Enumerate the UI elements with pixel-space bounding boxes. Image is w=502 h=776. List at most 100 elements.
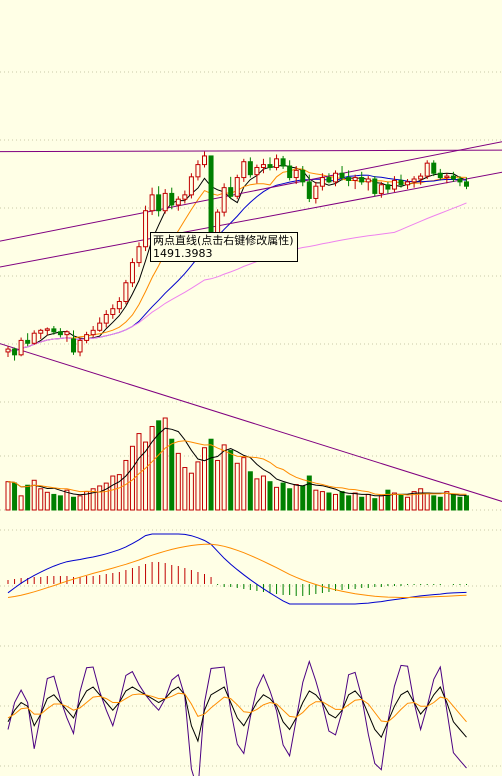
volume-bar (319, 491, 325, 511)
volume-bar (333, 493, 338, 511)
volume-bar (352, 492, 358, 511)
volume-bar (385, 489, 391, 511)
candle-body (228, 187, 234, 197)
volume-bar (110, 475, 116, 511)
candle-body (372, 178, 378, 194)
price-panel[interactable] (0, 138, 502, 507)
trendline-support (0, 171, 502, 268)
trendline-down (0, 343, 502, 502)
candle-body (18, 339, 24, 356)
candle-body (313, 185, 319, 199)
candle-body (169, 192, 175, 206)
candle-body (333, 172, 338, 183)
volume-bar (156, 420, 162, 511)
candle-body (247, 161, 253, 176)
volume-bar (247, 471, 253, 511)
volume-bar (437, 496, 443, 511)
volume-bar (306, 475, 312, 511)
candle-body (208, 155, 214, 241)
candle-body (254, 166, 260, 176)
kdj-panel[interactable] (7, 659, 467, 776)
volume-bar (149, 425, 155, 511)
candle-body (234, 177, 240, 197)
volume-bar (143, 441, 149, 511)
trendline-tooltip: 两点直线(点击右键修改属性) 1491.3983 (150, 232, 298, 262)
candle-body (129, 262, 135, 284)
candle-body (44, 328, 50, 331)
candle-body (136, 246, 142, 264)
volume-bar (287, 488, 293, 511)
volume-ma10-line (7, 440, 467, 496)
volume-bar (188, 472, 194, 511)
volume-bar (38, 488, 44, 511)
candle-body (123, 282, 129, 303)
volume-bar (300, 485, 306, 511)
volume-bar (71, 496, 76, 511)
candle-body (306, 181, 312, 199)
candle-body (385, 184, 391, 190)
candle-body (182, 194, 188, 200)
volume-bar (346, 495, 352, 511)
candle-body (5, 348, 11, 353)
candle-body (359, 177, 365, 183)
candle-body (149, 194, 155, 212)
volume-bar (464, 495, 469, 511)
volume-bar (339, 491, 345, 511)
candle-body (293, 169, 299, 179)
volume-bar (5, 481, 11, 511)
candle-body (267, 164, 273, 168)
volume-bar (31, 479, 37, 511)
candle-body (103, 313, 109, 324)
candle-body (162, 192, 168, 212)
candle-body (202, 155, 207, 166)
volume-bar (162, 417, 168, 511)
macd-dea-line (7, 543, 467, 598)
volume-bar (313, 489, 319, 511)
candle-body (260, 164, 266, 168)
candle-body (391, 179, 397, 190)
volume-bar (169, 438, 175, 511)
candle-body (175, 198, 181, 206)
candle-body (51, 328, 57, 333)
candle-body (346, 177, 352, 181)
candle-body (38, 329, 44, 334)
volume-bar (77, 495, 83, 511)
volume-bar (326, 492, 332, 511)
candle-body (287, 165, 293, 179)
candle-body (424, 162, 430, 177)
volume-panel[interactable] (5, 417, 469, 511)
candle-body (195, 164, 201, 178)
volume-bar (267, 481, 273, 511)
kdj-d-line (7, 692, 467, 723)
volume-bar (424, 492, 430, 511)
candle-body (378, 184, 384, 194)
volume-bar (431, 495, 437, 511)
volume-bar (398, 493, 404, 511)
candle-body (431, 162, 437, 174)
candle-body (339, 172, 345, 179)
volume-bar (254, 478, 260, 511)
volume-bar (97, 485, 103, 511)
volume-bar (202, 447, 207, 511)
volume-bar (228, 450, 234, 511)
candle-body (398, 179, 404, 186)
candle-body (300, 169, 306, 183)
volume-bar (44, 491, 50, 511)
candle-body (77, 339, 83, 353)
volume-bar (405, 496, 411, 511)
macd-panel[interactable] (7, 533, 467, 605)
trendline-top (0, 149, 502, 153)
volume-bar (411, 491, 417, 511)
volume-bar (260, 475, 266, 511)
candle-body (71, 338, 76, 353)
candle-body (188, 176, 194, 196)
candle-body (464, 181, 469, 187)
volume-bar (18, 495, 24, 511)
volume-bar (391, 492, 397, 511)
volume-bar (182, 467, 188, 511)
candle-body (274, 158, 280, 168)
volume-bar (378, 495, 384, 511)
candle-body (64, 331, 70, 336)
volume-bar (215, 459, 221, 511)
